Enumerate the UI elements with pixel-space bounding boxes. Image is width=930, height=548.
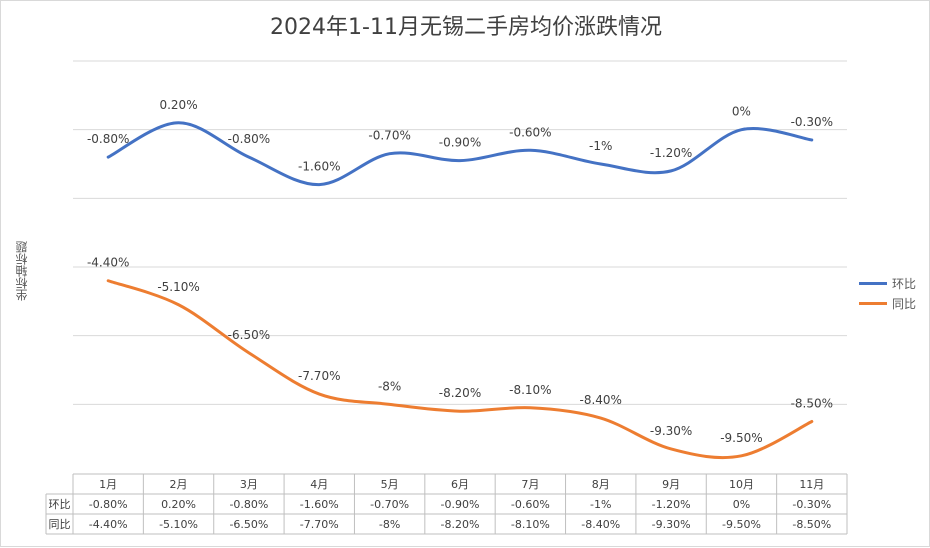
table-series-name: 环比 bbox=[49, 498, 71, 511]
data-label: -7.70% bbox=[298, 369, 340, 383]
data-label: -5.10% bbox=[157, 280, 199, 294]
tick-label: 4月 bbox=[310, 478, 328, 491]
tick-label: 9月 bbox=[662, 478, 680, 491]
data-label: -8% bbox=[378, 379, 401, 393]
data-label: -0.80% bbox=[228, 132, 270, 146]
data-label: 0% bbox=[732, 105, 751, 119]
legend-label: 环比 bbox=[892, 275, 916, 292]
table-cell: -1% bbox=[590, 498, 611, 511]
data-label: -0.30% bbox=[791, 115, 833, 129]
data-label: -1.60% bbox=[298, 160, 340, 174]
table-cell: 0% bbox=[733, 498, 750, 511]
data-label: -0.80% bbox=[87, 132, 129, 146]
table-cell: -8.10% bbox=[511, 518, 550, 531]
table-cell: -9.50% bbox=[722, 518, 761, 531]
data-label: -0.70% bbox=[368, 129, 410, 143]
legend-swatch bbox=[859, 282, 887, 285]
data-label: -6.50% bbox=[228, 328, 270, 342]
table-cell: -0.90% bbox=[441, 498, 480, 511]
tick-label: 2月 bbox=[170, 478, 188, 491]
tick-label: 11月 bbox=[799, 478, 824, 491]
data-label: -0.90% bbox=[439, 136, 481, 150]
tick-label: 5月 bbox=[381, 478, 399, 491]
table-series-name: 同比 bbox=[49, 518, 71, 531]
table-cell: 0.20% bbox=[161, 498, 196, 511]
tick-label: 3月 bbox=[240, 478, 258, 491]
table-cell: -1.60% bbox=[300, 498, 339, 511]
table-cell: -8% bbox=[379, 518, 400, 531]
series-1: -4.40% -5.10% -6.50% -7.70% -8% -8.20% -8.10% -… bbox=[87, 256, 833, 458]
data-label: -1.20% bbox=[650, 146, 692, 160]
table-cell: -0.30% bbox=[792, 498, 831, 511]
data-label: -8.10% bbox=[509, 383, 551, 397]
tick-label: 10月 bbox=[729, 478, 754, 491]
data-label: -8.40% bbox=[580, 393, 622, 407]
table-cell: -4.40% bbox=[89, 518, 128, 531]
chart-legend: 环比同比 bbox=[859, 273, 916, 313]
series-0: -0.80% 0.20% -0.80% -1.60% -0.70% -0.90% -0.60… bbox=[87, 98, 833, 185]
legend-label: 同比 bbox=[892, 295, 916, 312]
table-cell: -5.10% bbox=[159, 518, 198, 531]
data-label: 0.20% bbox=[159, 98, 197, 112]
table-cell: -1.20% bbox=[652, 498, 691, 511]
legend-item: 环比 bbox=[859, 273, 916, 293]
table-cell: -7.70% bbox=[300, 518, 339, 531]
data-label: -9.30% bbox=[650, 424, 692, 438]
gridlines bbox=[73, 61, 847, 404]
legend-swatch bbox=[859, 302, 887, 305]
table-cell: -0.60% bbox=[511, 498, 550, 511]
data-label: -9.50% bbox=[720, 431, 762, 445]
tick-label: 7月 bbox=[521, 478, 539, 491]
data-label: -1% bbox=[589, 139, 612, 153]
data-label: -0.60% bbox=[509, 125, 551, 139]
series-line bbox=[108, 281, 812, 458]
table-cell: -8.40% bbox=[581, 518, 620, 531]
table-cell: -8.20% bbox=[441, 518, 480, 531]
table-cell: -6.50% bbox=[229, 518, 268, 531]
table-cell: -0.80% bbox=[229, 498, 268, 511]
table-cell: -0.70% bbox=[370, 498, 409, 511]
data-label: -4.40% bbox=[87, 256, 129, 270]
tick-label: 6月 bbox=[451, 478, 469, 491]
table-cell: -8.50% bbox=[792, 518, 831, 531]
data-label: -8.20% bbox=[439, 386, 481, 400]
table-cell: -0.80% bbox=[89, 498, 128, 511]
series-line bbox=[108, 123, 812, 185]
tick-label: 8月 bbox=[592, 478, 610, 491]
legend-item: 同比 bbox=[859, 293, 916, 313]
table-cell: -9.30% bbox=[652, 518, 691, 531]
data-label: -8.50% bbox=[791, 397, 833, 411]
tick-label: 1月 bbox=[99, 478, 117, 491]
